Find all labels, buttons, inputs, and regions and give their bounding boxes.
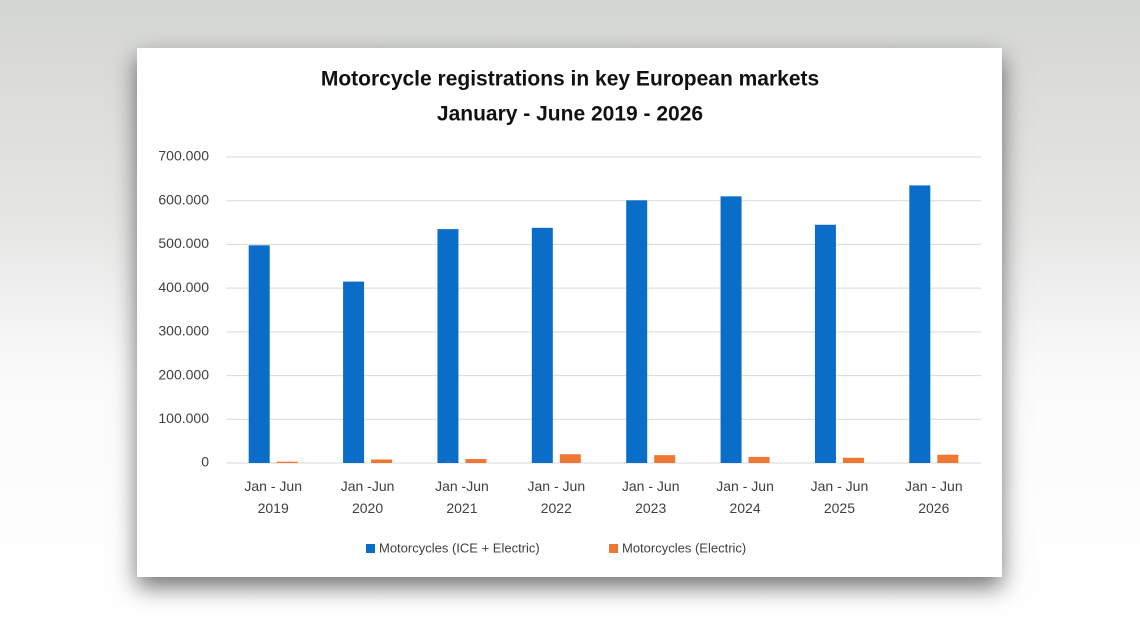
legend-swatch <box>366 544 375 553</box>
bar <box>626 200 648 463</box>
y-tick-label: 600.000 <box>158 191 209 207</box>
bar <box>654 455 676 463</box>
x-tick-label: Jan - Jun 2019 <box>244 478 302 516</box>
legend-swatch <box>609 544 618 553</box>
legend-label: Motorcycles (Electric) <box>622 540 746 555</box>
x-tick-label: Jan - Jun 2026 <box>905 478 963 516</box>
bar <box>248 245 270 463</box>
bar <box>937 454 959 463</box>
bar <box>371 459 393 463</box>
bar <box>842 457 864 463</box>
y-tick-label: 300.000 <box>158 323 209 339</box>
bar <box>720 196 742 464</box>
bar <box>814 224 836 463</box>
x-tick-label: Jan - Jun 2023 <box>621 478 680 516</box>
y-tick-label: 500.000 <box>158 235 209 251</box>
x-tick-label: Jan - Jun 2022 <box>527 478 586 516</box>
bar <box>909 185 931 463</box>
y-tick-label: 0 <box>201 454 209 470</box>
bar <box>748 456 770 463</box>
legend-label: Motorcycles (ICE + Electric) <box>379 540 540 555</box>
x-tick-label: Jan - Jun 2025 <box>810 478 869 516</box>
bar <box>437 229 459 463</box>
bar <box>465 459 487 463</box>
bar <box>343 281 365 463</box>
bar <box>559 454 581 463</box>
y-tick-label: 100.000 <box>158 410 209 426</box>
x-tick-label: Jan -Jun 2021 <box>435 478 489 516</box>
chart-subtitle: January - June 2019 - 2026 <box>437 103 703 126</box>
y-tick-label: 700.000 <box>158 148 209 164</box>
y-tick-label: 400.000 <box>158 279 209 295</box>
bar <box>531 227 553 463</box>
x-tick-label: Jan -Jun 2020 <box>340 478 395 516</box>
bar <box>276 461 298 463</box>
chart-card <box>137 48 1002 577</box>
x-tick-label: Jan - Jun 2024 <box>716 478 774 516</box>
y-tick-label: 200.000 <box>158 366 209 382</box>
chart-title: Motorcycle registrations in key European… <box>321 68 819 91</box>
